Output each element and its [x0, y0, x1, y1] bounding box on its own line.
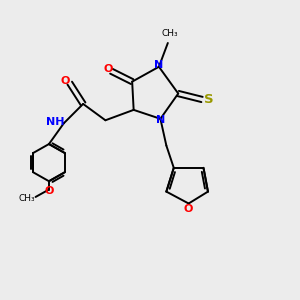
Text: O: O	[44, 186, 54, 196]
Text: O: O	[184, 204, 193, 214]
Text: O: O	[61, 76, 70, 86]
Text: CH₃: CH₃	[161, 29, 178, 38]
Text: S: S	[204, 93, 213, 106]
Text: CH₃: CH₃	[18, 194, 35, 203]
Text: N: N	[156, 115, 165, 125]
Text: O: O	[103, 64, 112, 74]
Text: NH: NH	[46, 117, 64, 127]
Text: N: N	[154, 60, 164, 70]
